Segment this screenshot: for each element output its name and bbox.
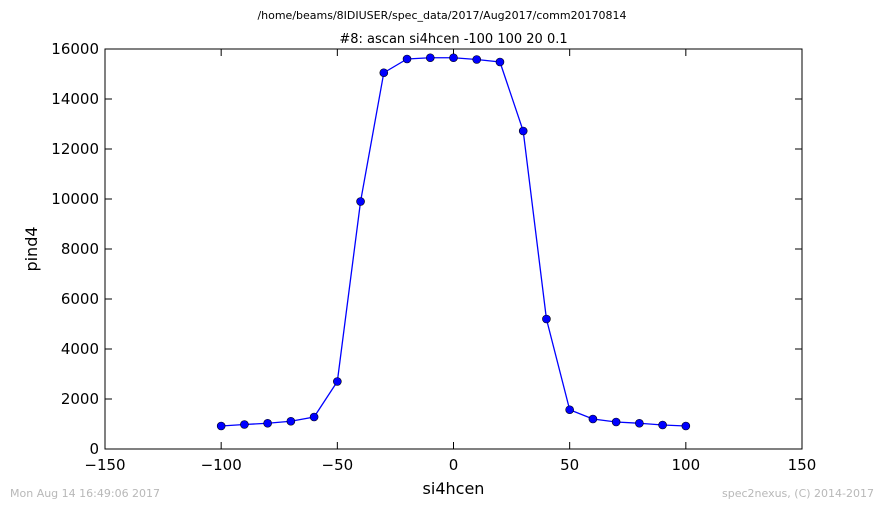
data-point <box>495 57 505 67</box>
x-tick-label: −50 <box>322 456 354 474</box>
y-tick-label: 6000 <box>61 290 99 308</box>
x-tick-label: 150 <box>788 456 817 474</box>
y-tick-label: 12000 <box>51 140 99 158</box>
data-point <box>356 197 365 206</box>
data-point <box>309 412 319 422</box>
data-point <box>402 54 412 64</box>
y-tick-label: 16000 <box>51 40 99 58</box>
x-tick-label: 50 <box>560 456 579 474</box>
x-tick-label: 100 <box>672 456 701 474</box>
data-point <box>472 55 482 64</box>
data-point <box>542 314 551 324</box>
credit-label: spec2nexus, (C) 2014-2017 <box>722 487 874 500</box>
data-point <box>263 418 272 428</box>
data-point <box>333 377 342 386</box>
data-series <box>216 53 691 431</box>
x-tick-label: 0 <box>449 456 459 474</box>
x-tick-label: −100 <box>201 456 242 474</box>
data-point <box>449 53 458 63</box>
y-tick-label: 0 <box>89 440 99 458</box>
y-tick-label: 2000 <box>61 390 99 408</box>
data-point <box>565 405 574 415</box>
axis-ticks: −150 −100 −50 0 50 100 150 0 2000 4000 6000 8000 100… <box>51 40 816 474</box>
y-tick-label: 4000 <box>61 340 99 358</box>
data-point <box>658 420 667 430</box>
data-point <box>425 53 435 63</box>
y-tick-label: 10000 <box>51 190 99 208</box>
plot-frame <box>104 48 803 450</box>
y-axis-label: pind4 <box>22 226 41 271</box>
timestamp-label: Mon Aug 14 16:49:06 2017 <box>10 487 161 500</box>
data-point <box>379 68 389 78</box>
y-tick-label: 8000 <box>61 240 99 258</box>
data-point <box>681 421 691 431</box>
data-point <box>518 126 528 136</box>
data-point <box>611 417 621 427</box>
data-point <box>286 416 296 426</box>
data-point <box>588 414 598 424</box>
file-path-label: /home/beams/8IDIUSER/spec_data/2017/Aug2… <box>257 9 627 22</box>
y-tick-label: 14000 <box>51 90 99 108</box>
series-line <box>221 57 686 427</box>
chart-title: #8: ascan si4hcen -100 100 20 0.1 <box>339 32 567 47</box>
x-tick-label: −150 <box>84 456 125 474</box>
data-point <box>635 418 644 428</box>
x-axis-label: si4hcen <box>423 479 485 498</box>
data-point <box>240 420 249 429</box>
data-point <box>216 421 226 431</box>
